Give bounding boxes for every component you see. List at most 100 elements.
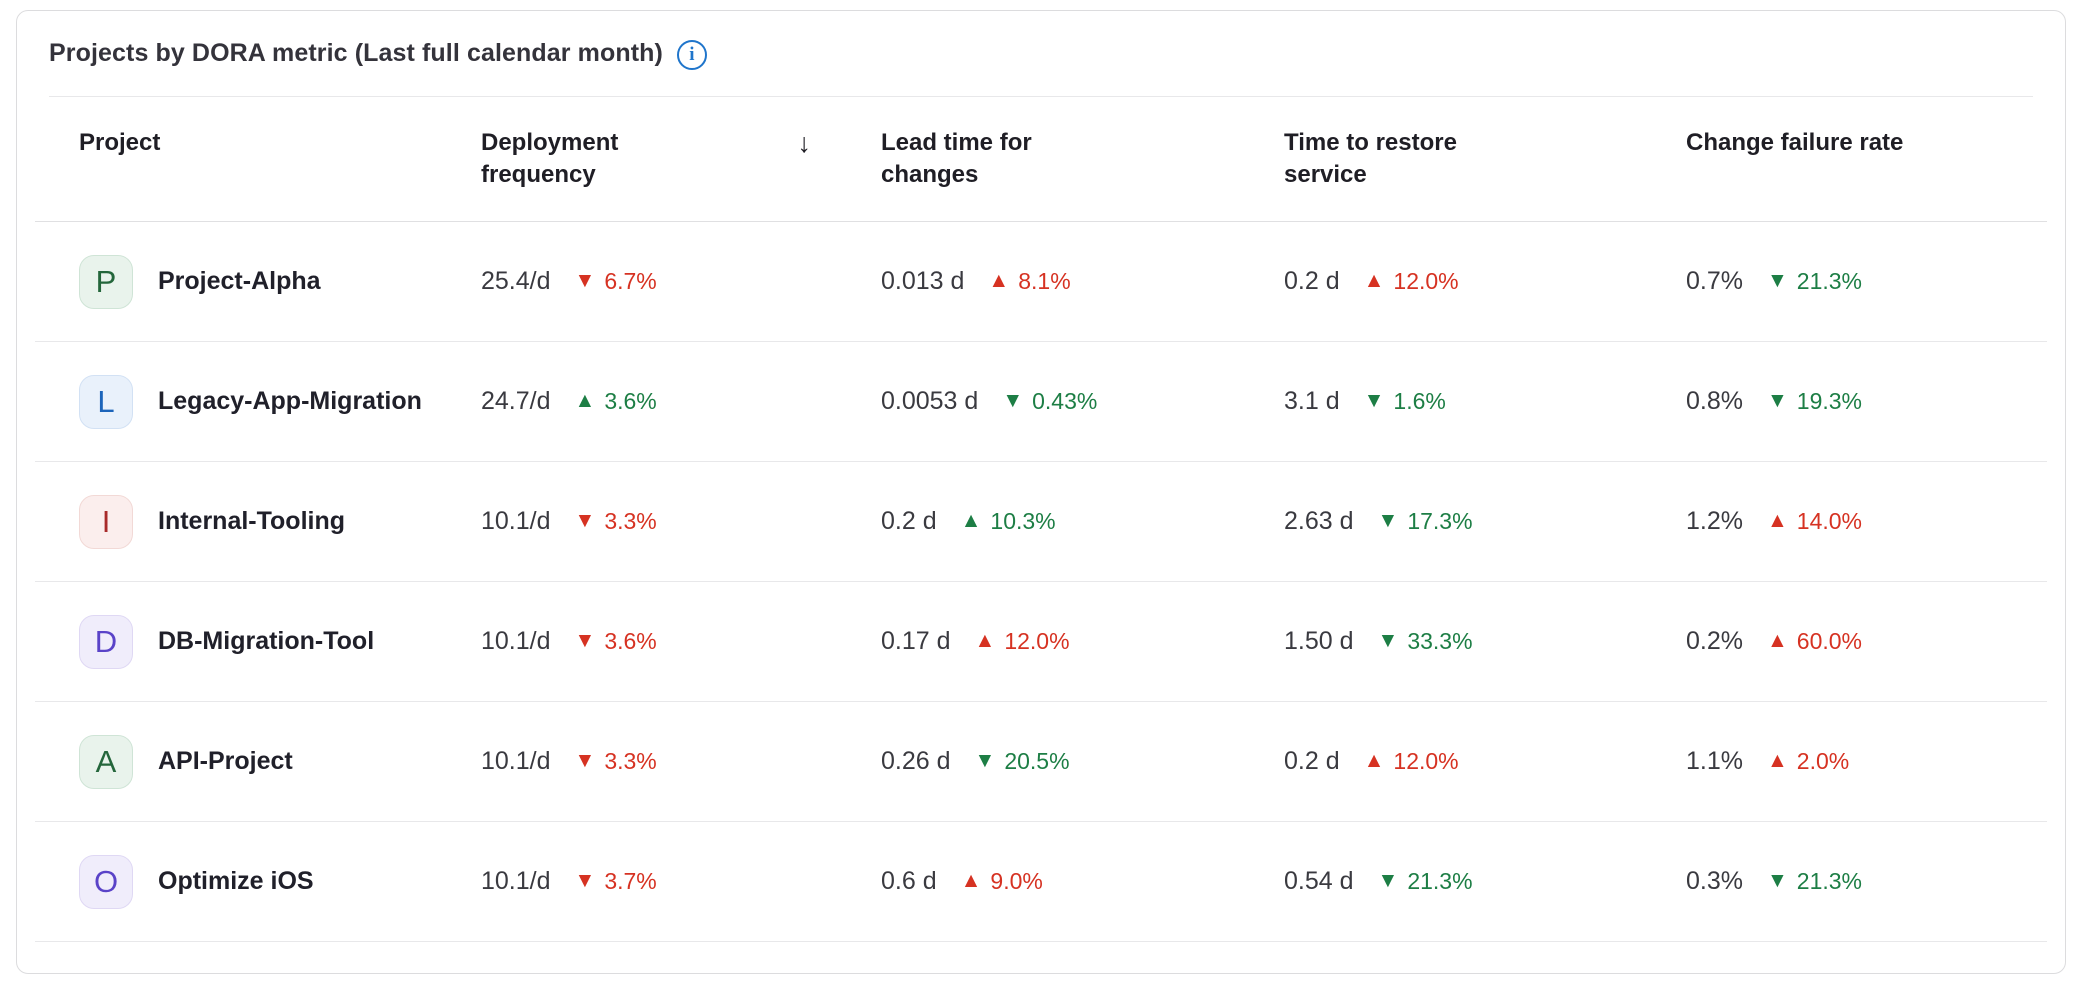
trend-arrow-icon: ▼ (574, 509, 596, 532)
project-avatar: I (79, 494, 133, 549)
column-label: Lead time for changes (881, 129, 1032, 188)
project-cell: D DB-Migration-Tool (35, 614, 481, 669)
project-name-link[interactable]: Optimize iOS (158, 867, 314, 895)
trend-percentage: 10.3% (990, 508, 1056, 534)
project-name-link[interactable]: Project-Alpha (158, 267, 321, 295)
sort-descending-icon[interactable]: ↓ (797, 128, 812, 158)
trend-percentage: 6.7% (604, 268, 657, 294)
column-label: Deployment frequency (481, 129, 619, 188)
info-icon[interactable]: i (676, 39, 707, 70)
table-body: P Project-Alpha 25.4/d ▼ 6.7% 0.013 d ▲ … (35, 222, 2047, 942)
trend-percentage: 21.3% (1407, 868, 1473, 894)
project-cell: P Project-Alpha (35, 254, 481, 309)
metric-value: 0.6 d (881, 867, 937, 895)
deployment-frequency-cell: 10.1/d ▼ 3.6% (481, 627, 881, 656)
metric-value: 0.2 d (881, 507, 937, 535)
lead-time-cell: 0.17 d ▲ 12.0% (881, 627, 1284, 656)
time-to-restore-cell: 3.1 d ▼ 1.6% (1284, 387, 1686, 416)
trend-percentage: 21.3% (1796, 868, 1862, 894)
trend-indicator: ▲ 3.6% (575, 388, 657, 415)
lead-time-cell: 0.6 d ▲ 9.0% (881, 867, 1284, 896)
project-cell: A API-Project (35, 734, 481, 789)
trend-arrow-icon: ▼ (1377, 629, 1399, 652)
column-label: Change failure rate (1686, 129, 1904, 156)
project-name-link[interactable]: DB-Migration-Tool (158, 627, 375, 655)
trend-indicator: ▼ 21.3% (1378, 868, 1473, 895)
trend-indicator: ▲ 14.0% (1767, 508, 1862, 535)
column-header-project[interactable]: Project (35, 97, 481, 159)
trend-percentage: 3.6% (604, 388, 657, 414)
lead-time-cell: 0.2 d ▲ 10.3% (881, 507, 1284, 536)
trend-arrow-icon: ▼ (574, 269, 596, 292)
trend-indicator: ▲ 12.0% (1364, 268, 1459, 295)
project-name-link[interactable]: Legacy-App-Migration (158, 387, 422, 415)
trend-indicator: ▼ 1.6% (1364, 388, 1446, 415)
trend-indicator: ▼ 19.3% (1767, 388, 1862, 415)
trend-percentage: 8.1% (1018, 268, 1071, 294)
table-row: A API-Project 10.1/d ▼ 3.3% 0.26 d ▼ 20.… (35, 702, 2047, 822)
metric-value: 24.7/d (481, 387, 551, 415)
trend-percentage: 1.6% (1393, 388, 1446, 414)
trend-percentage: 3.3% (604, 748, 657, 774)
trend-arrow-icon: ▼ (974, 749, 996, 772)
trend-arrow-icon: ▼ (574, 749, 596, 772)
trend-arrow-icon: ▼ (1002, 389, 1024, 412)
column-header-deployment-frequency[interactable]: Deployment frequency ↓ (481, 97, 881, 190)
column-label: Project (79, 129, 161, 156)
trend-arrow-icon: ▲ (960, 869, 982, 892)
trend-arrow-icon: ▼ (1766, 389, 1788, 412)
trend-indicator: ▼ 21.3% (1767, 268, 1862, 295)
metric-value: 10.1/d (481, 507, 551, 535)
lead-time-cell: 0.013 d ▲ 8.1% (881, 267, 1284, 296)
metric-value: 10.1/d (481, 627, 551, 655)
project-cell: L Legacy-App-Migration (35, 374, 481, 429)
trend-percentage: 12.0% (1004, 628, 1070, 654)
trend-indicator: ▼ 3.6% (575, 628, 657, 655)
change-failure-rate-cell: 0.8% ▼ 19.3% (1686, 387, 2047, 416)
metric-value: 0.54 d (1284, 867, 1354, 895)
project-name-link[interactable]: Internal-Tooling (158, 507, 346, 535)
trend-indicator: ▼ 3.7% (575, 868, 657, 895)
metric-value: 0.0053 d (881, 387, 979, 415)
metric-value: 0.17 d (881, 627, 951, 655)
table-row: D DB-Migration-Tool 10.1/d ▼ 3.6% 0.17 d… (35, 582, 2047, 702)
column-header-time-to-restore[interactable]: Time to restore service (1284, 97, 1686, 190)
dora-metrics-panel: Projects by DORA metric (Last full calen… (16, 10, 2066, 974)
time-to-restore-cell: 1.50 d ▼ 33.3% (1284, 627, 1686, 656)
time-to-restore-cell: 0.54 d ▼ 21.3% (1284, 867, 1686, 896)
metric-value: 3.1 d (1284, 387, 1340, 415)
column-header-change-failure-rate[interactable]: Change failure rate (1686, 97, 2047, 159)
trend-percentage: 33.3% (1407, 628, 1473, 654)
trend-indicator: ▼ 3.3% (575, 748, 657, 775)
trend-indicator: ▲ 60.0% (1767, 628, 1862, 655)
trend-percentage: 12.0% (1393, 748, 1459, 774)
trend-indicator: ▼ 0.43% (1002, 388, 1097, 415)
trend-arrow-icon: ▲ (1766, 749, 1788, 772)
trend-indicator: ▲ 9.0% (961, 868, 1043, 895)
project-avatar: P (79, 254, 133, 309)
trend-arrow-icon: ▼ (1363, 389, 1385, 412)
trend-indicator: ▼ 20.5% (975, 748, 1070, 775)
trend-percentage: 3.7% (604, 868, 657, 894)
trend-indicator: ▲ 12.0% (975, 628, 1070, 655)
trend-indicator: ▼ 3.3% (575, 508, 657, 535)
project-name-link[interactable]: API-Project (158, 747, 293, 775)
metric-value: 0.2% (1686, 627, 1743, 655)
trend-percentage: 12.0% (1393, 268, 1459, 294)
trend-percentage: 9.0% (990, 868, 1043, 894)
project-avatar: L (79, 374, 133, 429)
trend-indicator: ▼ 21.3% (1767, 868, 1862, 895)
table-header-row: Project Deployment frequency ↓ Lead time… (35, 97, 2047, 222)
trend-arrow-icon: ▼ (1766, 869, 1788, 892)
change-failure-rate-cell: 1.2% ▲ 14.0% (1686, 507, 2047, 536)
trend-percentage: 3.3% (604, 508, 657, 534)
metric-value: 10.1/d (481, 747, 551, 775)
trend-arrow-icon: ▲ (988, 269, 1010, 292)
deployment-frequency-cell: 10.1/d ▼ 3.7% (481, 867, 881, 896)
lead-time-cell: 0.26 d ▼ 20.5% (881, 747, 1284, 776)
dora-metrics-table: Project Deployment frequency ↓ Lead time… (35, 97, 2047, 942)
trend-percentage: 60.0% (1796, 628, 1862, 654)
trend-indicator: ▼ 6.7% (575, 268, 657, 295)
trend-indicator: ▲ 10.3% (961, 508, 1056, 535)
column-header-lead-time[interactable]: Lead time for changes (881, 97, 1284, 190)
